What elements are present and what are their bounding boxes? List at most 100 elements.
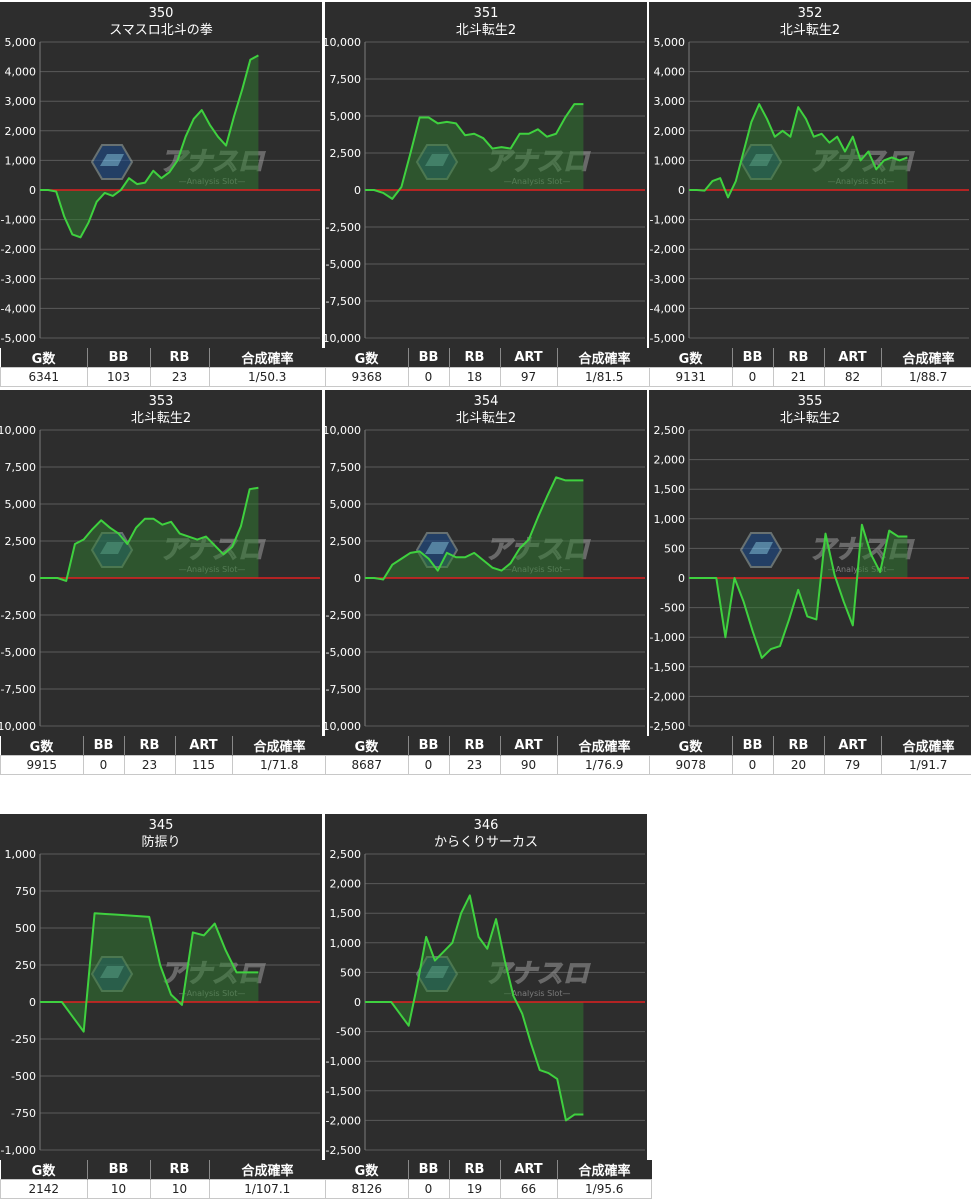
chart-title: からくりサーカス — [434, 835, 538, 850]
y-tick-label: 1,000 — [5, 154, 37, 167]
y-tick-label: -500 — [11, 1070, 36, 1083]
y-tick-label: -500 — [336, 1026, 361, 1039]
stats-value-cell: 9078 — [649, 755, 733, 775]
y-tick-label: 2,500 — [5, 535, 37, 548]
y-tick-label: -1,000 — [1, 1144, 36, 1157]
y-tick-label: 2,500 — [330, 147, 362, 160]
chart-panel-355: 355 北斗転生2 2,500 2,000 1,500 1,000 500 0 -500 -1,0… — [649, 390, 971, 775]
y-tick-label: 500 — [664, 542, 685, 555]
stats-header-cell: ART — [499, 348, 557, 368]
series-area — [40, 55, 259, 238]
y-tick-label: 0 — [354, 184, 361, 197]
series-line — [40, 54, 259, 239]
y-tick-label: 0 — [29, 996, 36, 1009]
stats-value-cell: 23 — [149, 367, 210, 387]
y-tick-label: 1,500 — [654, 483, 686, 496]
y-tick-label: -3,000 — [650, 273, 685, 286]
chart-panel-345: 345防振り1,0007505002500-250-500-750-1,000ア… — [0, 814, 326, 1199]
y-tick-label: 1,500 — [330, 907, 362, 920]
stats-value-cell: 1/88.7 — [880, 367, 971, 387]
y-tick-label: 4,000 — [5, 66, 37, 79]
chart-area: 353 北斗転生2 10,000 7,500 5,000 2,500 0 -2,500 -5,0… — [0, 390, 322, 736]
y-tick-label: -2,500 — [326, 1144, 361, 1157]
stats-header-cell: 合成確率 — [556, 736, 652, 756]
chart-panel-346: 346 からくりサーカス 2,500 2,000 1,500 1,000 500 0 -500 -… — [325, 814, 652, 1199]
stats-value-cell: 1/107.1 — [208, 1179, 326, 1199]
y-tick-label: -2,000 — [650, 690, 685, 703]
stats-header-cell: 合成確率 — [880, 348, 971, 368]
y-tick-label: -500 — [660, 602, 685, 615]
stats-value-cell: 23 — [448, 755, 501, 775]
y-tick-label: 5,000 — [5, 36, 37, 49]
y-tick-label: 5,000 — [330, 110, 362, 123]
stats-value-row: 8687 0 23 90 1/76.9 — [325, 755, 652, 775]
stats-value-cell: 8126 — [325, 1179, 409, 1199]
y-tick-label: -2,500 — [650, 720, 685, 733]
stats-value-row: 9368 0 18 97 1/81.5 — [325, 367, 652, 387]
y-tick-label: -2,500 — [326, 221, 361, 234]
y-tick-label: 4,000 — [654, 66, 686, 79]
stats-table: G数 BB RB ART 合成確率 9131 0 21 82 1/88.7 — [649, 348, 971, 387]
stats-header-cell: BB — [731, 348, 773, 368]
stats-value-cell: 1/95.6 — [556, 1179, 652, 1199]
stats-header-cell: G数 — [649, 348, 732, 368]
y-tick-label: 5,000 — [330, 498, 362, 511]
stats-value-cell: 2142 — [0, 1179, 88, 1199]
series-line — [365, 103, 584, 200]
line-chart: 345防振り1,0007505002500-250-500-750-1,000ア… — [1, 818, 320, 1157]
series-line — [365, 476, 584, 581]
chart-title: 北斗転生2 — [131, 411, 191, 426]
stats-header-cell: ART — [499, 736, 557, 756]
chart-panel-350: 350 スマスロ北斗の拳 5,000 4,000 3,000 2,000 1,000 0 -1,… — [0, 2, 326, 387]
chart-area: 354 北斗転生2 10,000 7,500 5,000 2,500 0 -2,500 -5,0… — [325, 390, 647, 736]
y-tick-label: -7,500 — [1, 683, 36, 696]
stats-header-cell: 合成確率 — [556, 348, 652, 368]
y-tick-label: -5,000 — [1, 646, 36, 659]
stats-value-cell: 103 — [86, 367, 151, 387]
y-tick-label: -2,000 — [326, 1114, 361, 1127]
y-tick-label: -250 — [11, 1033, 36, 1046]
stats-value-cell: 0 — [731, 367, 774, 387]
chart-number: 351 — [474, 6, 499, 21]
stats-value-cell: 9915 — [0, 755, 84, 775]
stats-value-cell: 115 — [174, 755, 233, 775]
stats-table: G数 BB RB 合成確率 2142 10 10 1/107.1 — [0, 1160, 326, 1199]
stats-value-cell: 19 — [448, 1179, 501, 1199]
stats-value-row: 9131 0 21 82 1/88.7 — [649, 367, 971, 387]
stats-header-cell: BB — [82, 736, 124, 756]
y-tick-label: -1,500 — [650, 661, 685, 674]
stats-header-cell: G数 — [325, 348, 408, 368]
y-tick-label: 500 — [340, 966, 361, 979]
stats-header-cell: ART — [174, 736, 232, 756]
series-line — [40, 486, 259, 582]
y-tick-label: -1,000 — [650, 214, 685, 227]
stats-value-cell: 97 — [499, 367, 558, 387]
series-line — [40, 912, 259, 1033]
stats-value-cell: 1/71.8 — [231, 755, 327, 775]
y-tick-label: -5,000 — [650, 332, 685, 345]
y-tick-label: 0 — [29, 184, 36, 197]
stats-value-cell: 0 — [407, 367, 450, 387]
y-tick-label: 0 — [678, 572, 685, 585]
stats-value-row: 9078 0 20 79 1/91.7 — [649, 755, 971, 775]
y-tick-label: 7,500 — [330, 73, 362, 86]
stats-header-cell: RB — [123, 736, 175, 756]
y-tick-label: 0 — [29, 572, 36, 585]
stats-header-row: G数 BB RB 合成確率 — [0, 348, 326, 368]
y-tick-label: 5,000 — [654, 36, 686, 49]
y-tick-label: 1,000 — [5, 848, 37, 861]
chart-number: 350 — [149, 6, 174, 21]
line-chart: 351 北斗転生2 10,000 7,500 5,000 2,500 0 -2,500 -5,0… — [325, 6, 645, 345]
stats-value-cell: 0 — [407, 755, 450, 775]
chart-area: 350 スマスロ北斗の拳 5,000 4,000 3,000 2,000 1,000 0 -1,… — [0, 2, 322, 348]
stats-header-cell: RB — [448, 348, 500, 368]
chart-panel-352: 352 北斗転生2 5,000 4,000 3,000 2,000 1,000 0 -1,000… — [649, 2, 971, 387]
stats-header-cell: RB — [448, 1160, 500, 1180]
stats-header-row: G数 BB RB 合成確率 — [0, 1160, 326, 1180]
chart-number: 355 — [798, 394, 823, 409]
chart-panel-351: 351 北斗転生2 10,000 7,500 5,000 2,500 0 -2,500 -5,0… — [325, 2, 652, 387]
watermark-subtext: —Analysis Slot— — [504, 989, 571, 998]
stats-header-row: G数 BB RB ART 合成確率 — [325, 348, 652, 368]
y-tick-label: -2,500 — [326, 609, 361, 622]
stats-header-cell: BB — [407, 348, 449, 368]
